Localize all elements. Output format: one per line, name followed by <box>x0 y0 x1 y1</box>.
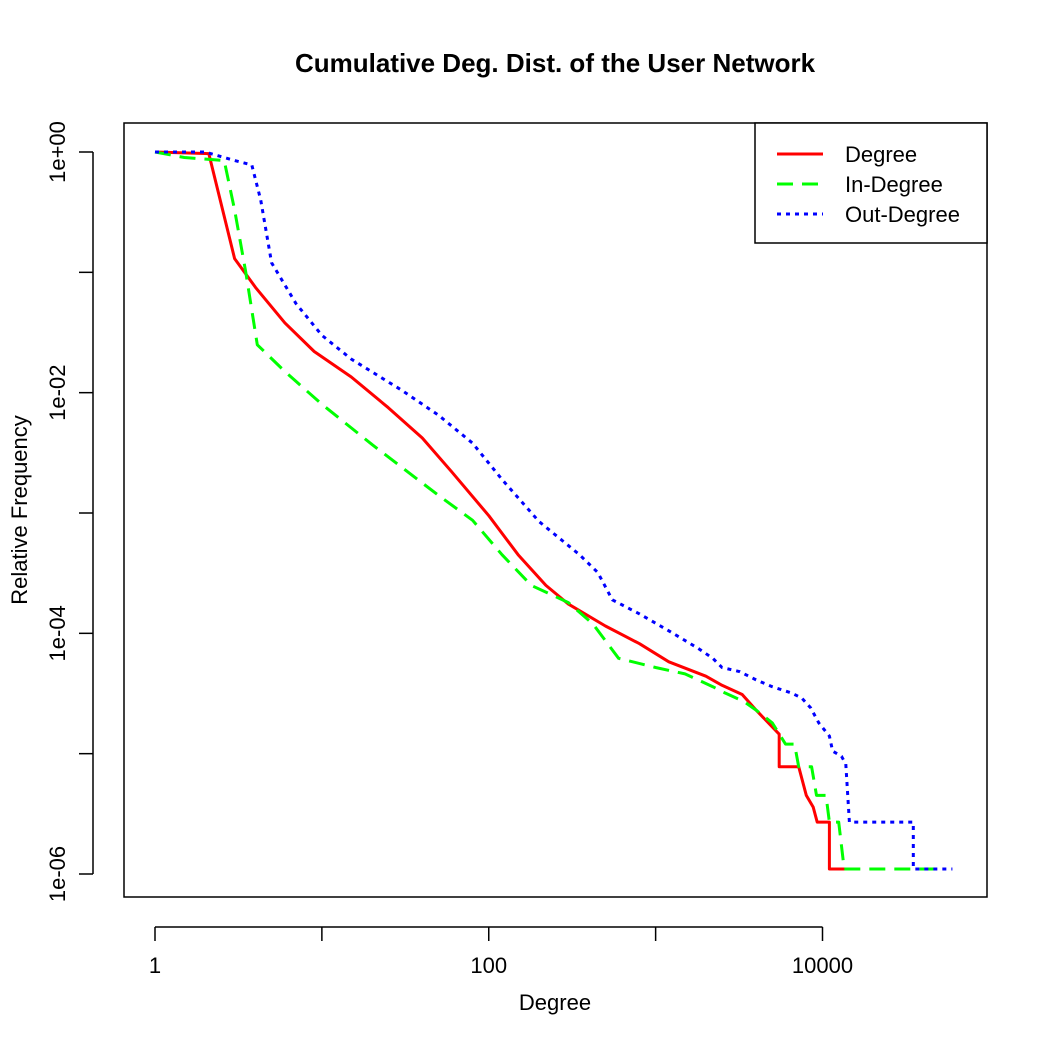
legend-label: Out-Degree <box>845 202 960 227</box>
series-line-in-degree <box>154 150 940 871</box>
legend-box <box>754 122 988 244</box>
y-tick-label: 1e-04 <box>45 605 70 661</box>
legend: Degree In-Degree Out-Degree <box>754 122 988 244</box>
series-line-out-degree <box>155 150 953 871</box>
x-tick-label: 1 <box>149 953 161 978</box>
legend-label: Degree <box>845 142 917 167</box>
legend-label: In-Degree <box>845 172 943 197</box>
x-axis-label: Degree <box>519 990 591 1015</box>
y-tick-label: 1e-02 <box>45 365 70 421</box>
y-axis-ticks: 1e+00 1e-02 1e-04 1e-06 <box>45 121 93 902</box>
y-axis-label: Relative Frequency <box>7 415 32 605</box>
y-tick-label: 1e+00 <box>45 121 70 183</box>
x-axis-ticks: 1 100 10000 <box>149 927 853 978</box>
x-tick-label: 100 <box>470 953 507 978</box>
series-lines <box>154 150 953 871</box>
series-line-degree <box>154 150 847 871</box>
y-tick-label: 1e-06 <box>45 846 70 902</box>
plot-frame <box>123 122 988 898</box>
x-tick-label: 10000 <box>792 953 853 978</box>
chart-title: Cumulative Deg. Dist. of the User Networ… <box>295 48 816 78</box>
